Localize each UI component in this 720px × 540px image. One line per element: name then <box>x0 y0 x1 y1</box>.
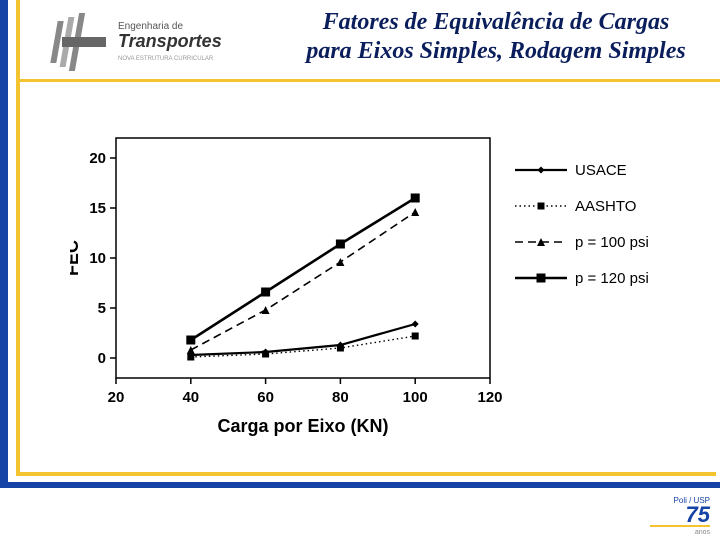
usp-75: 75 <box>650 505 710 527</box>
page-title: Fatores de Equivalência de Cargas para E… <box>266 8 720 66</box>
logo-sub-text: NOVA ESTRUTURA CURRICULAR <box>118 56 213 62</box>
logo-text: Engenharia de Transportes NOVA ESTRUTURA… <box>118 21 222 63</box>
svg-text:10: 10 <box>89 250 106 267</box>
transportes-logo: Engenharia de Transportes NOVA ESTRUTURA… <box>54 6 254 78</box>
svg-text:80: 80 <box>332 389 349 406</box>
svg-text:p = 120 psi: p = 120 psi <box>575 270 649 287</box>
logo-mark-icon <box>54 13 112 71</box>
svg-text:20: 20 <box>108 389 125 406</box>
svg-text:0: 0 <box>98 350 106 367</box>
header-band: Engenharia de Transportes NOVA ESTRUTURA… <box>20 0 720 82</box>
title-line1: Fatores de Equivalência de Cargas <box>323 9 670 35</box>
logo-big-text: Transportes <box>118 32 222 52</box>
svg-text:40: 40 <box>182 389 199 406</box>
chart-svg: 0 5 10 15 20 20 40 60 80 100 120 FEC Carga por Eixo … <box>70 130 670 460</box>
svg-text:120: 120 <box>477 389 502 406</box>
svg-text:15: 15 <box>89 200 106 217</box>
usp-anos: anos <box>695 529 710 536</box>
svg-text:Carga por Eixo (KN): Carga por Eixo (KN) <box>217 416 388 436</box>
svg-text:USACE: USACE <box>575 162 627 179</box>
svg-text:p = 100 psi: p = 100 psi <box>575 234 649 251</box>
svg-text:60: 60 <box>257 389 274 406</box>
svg-text:AASHTO: AASHTO <box>575 198 636 215</box>
svg-text:FEC: FEC <box>70 240 82 276</box>
svg-text:100: 100 <box>403 389 428 406</box>
usp-anniversary-logo: Poli / USP 75 anos <box>650 496 710 534</box>
title-line2: para Eixos Simples, Rodagem Simples <box>306 38 685 64</box>
svg-text:5: 5 <box>98 300 106 317</box>
fec-chart: 0 5 10 15 20 20 40 60 80 100 120 FEC Carga por Eixo … <box>70 130 670 460</box>
svg-text:20: 20 <box>89 150 106 167</box>
